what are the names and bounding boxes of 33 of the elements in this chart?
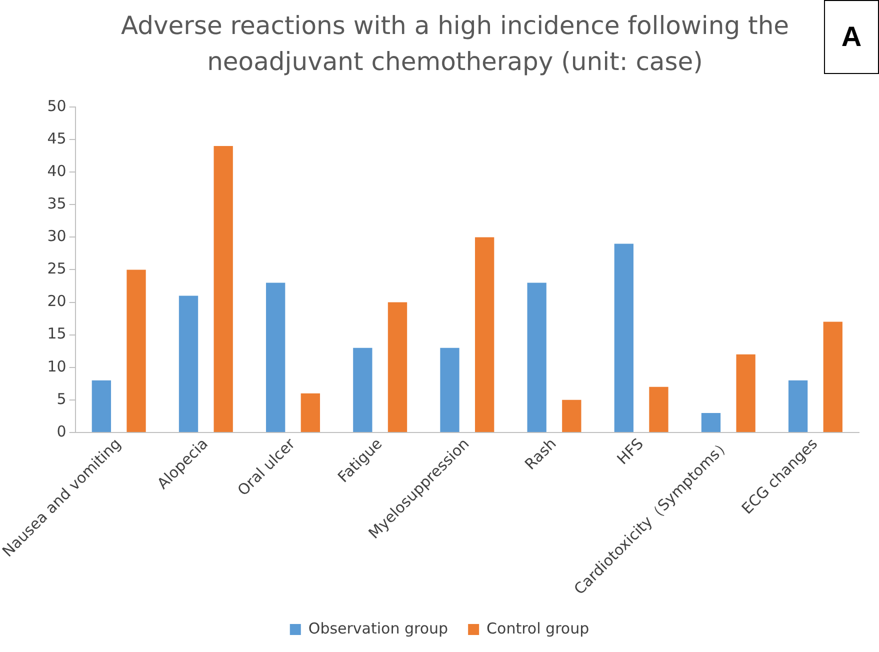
y-tick-label: 40 [47, 162, 66, 180]
bar [214, 146, 233, 432]
y-tick-label: 5 [56, 390, 66, 408]
bar [474, 237, 494, 432]
y-tick-label: 0 [56, 422, 66, 440]
chart-title: Adverse reactions with a high incidence following the neoadjuvant chemotherapy (unit: case) [120, 10, 790, 78]
bar [178, 296, 198, 432]
bar [649, 386, 668, 432]
bar [701, 412, 721, 432]
bar [353, 348, 372, 432]
bar [266, 282, 286, 432]
y-tick-label: 30 [47, 227, 66, 246]
bar [388, 302, 408, 432]
y-tick-label: 20 [47, 292, 66, 310]
y-tick-label: 10 [47, 357, 66, 376]
bar [823, 322, 842, 432]
bar [527, 282, 546, 432]
y-tick-label: 15 [47, 324, 66, 343]
legend-label: Observation group [308, 619, 448, 638]
bar [440, 348, 460, 432]
bar [92, 380, 112, 432]
y-tick-label: 35 [47, 194, 66, 213]
text: A [824, 0, 879, 74]
y-tick-label: 45 [47, 129, 66, 148]
bar [562, 400, 582, 432]
bar [736, 354, 756, 432]
bar [788, 380, 808, 432]
legend-label: Control group [486, 619, 590, 638]
bar [614, 244, 634, 432]
bar [126, 270, 146, 432]
bar [300, 393, 320, 432]
y-tick-label: 25 [47, 260, 66, 278]
y-tick-label: 50 [47, 96, 66, 115]
